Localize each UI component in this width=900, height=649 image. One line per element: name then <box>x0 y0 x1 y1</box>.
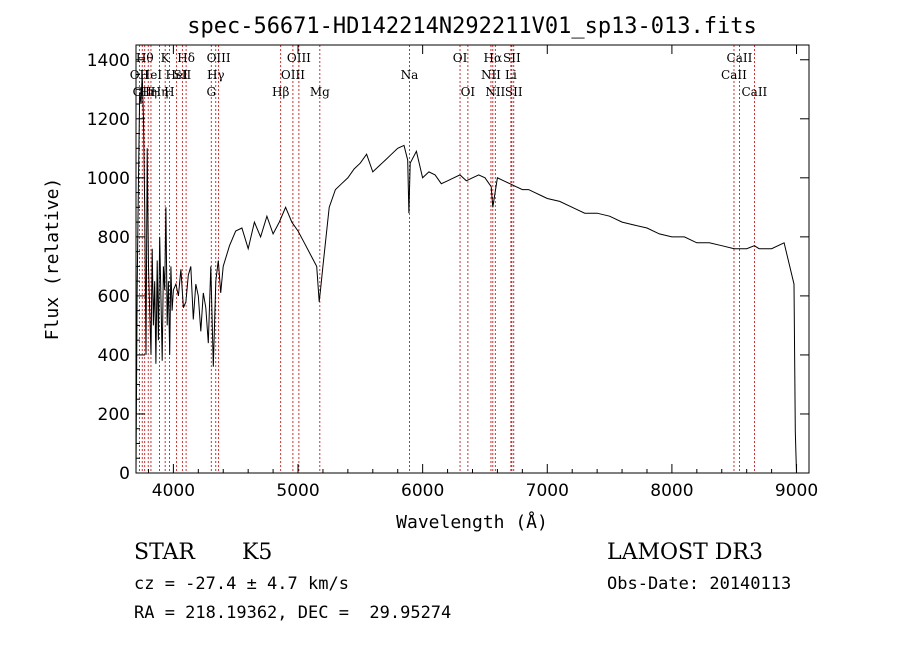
chart-title: spec-56671-HD142214N292211V01_sp13-013.f… <box>187 14 757 39</box>
spectral-line-label: CaII <box>721 68 747 82</box>
x-tick-label: 7000 <box>526 481 569 501</box>
observation-date: Obs-Date: 20140113 <box>607 574 792 594</box>
y-axis-label: Flux (relative) <box>42 178 63 341</box>
spectral-line-markers <box>138 45 755 473</box>
spectral-line-label: OI <box>461 85 476 99</box>
spectral-line-label: Na <box>401 68 419 82</box>
object-class: STAR <box>134 540 195 565</box>
x-tick-label: 9000 <box>775 481 818 501</box>
spectral-line-label: Hη <box>139 85 157 99</box>
spectral-line-label: CaII <box>727 51 753 65</box>
x-tick-label: 5000 <box>276 481 319 501</box>
spectral-line-label: Li <box>505 68 517 82</box>
spectral-line-label: HeI <box>165 68 188 82</box>
y-tick-label: 400 <box>98 346 130 366</box>
x-axis-label: Wavelength (Å) <box>396 511 548 533</box>
spectrum-series-line <box>135 74 797 474</box>
coordinates-readout: RA = 218.19362, DEC = 29.95274 <box>134 603 452 623</box>
spectral-line-label: SII <box>503 51 521 65</box>
spectral-line-label: Hα <box>484 51 503 65</box>
spectral-line-label: OI <box>453 51 468 65</box>
x-tick-label: 4000 <box>152 481 195 501</box>
spectral-line-label: Hβ <box>272 85 289 99</box>
y-tick-label: 1000 <box>87 169 130 189</box>
object-subclass: K5 <box>242 540 273 565</box>
y-tick-label: 200 <box>98 405 130 425</box>
spectral-line-label: NII <box>485 85 505 99</box>
x-tick-label: 8000 <box>650 481 693 501</box>
x-axis: 4000 5000 6000 7000 8000 9000 <box>147 45 818 501</box>
spectral-line-label: HeI <box>140 68 163 82</box>
spectral-line-label: Hη <box>151 85 169 99</box>
y-tick-label: 800 <box>98 228 130 248</box>
spectral-line-label: Hδ <box>177 51 195 65</box>
y-tick-label: 0 <box>119 464 130 484</box>
spectral-line-label: SII <box>174 68 192 82</box>
spectral-line-label: Hγ <box>207 68 225 82</box>
y-tick-label: 600 <box>98 287 130 307</box>
survey-name: LAMOST DR3 <box>607 540 763 565</box>
spectral-line-label: CaII <box>741 85 767 99</box>
spectral-line-labels: OIIOIIHθHηHeIHηKHHeISIIHδGHγOIIIHβOIIIOI… <box>130 51 768 99</box>
redshift-readout: cz = -27.4 ± 4.7 km/s <box>134 574 349 594</box>
spectral-line-label: K <box>161 51 171 65</box>
spectral-line-label: OIII <box>281 68 305 82</box>
y-tick-label: 1200 <box>87 110 130 130</box>
spectral-line-label: OIII <box>207 51 231 65</box>
y-tick-label: 1400 <box>87 51 130 71</box>
plot-frame <box>135 44 810 474</box>
spectral-line-label: Hθ <box>136 51 154 65</box>
spectral-line-label: H <box>164 85 174 99</box>
spectral-line-label: OIII <box>287 51 311 65</box>
spectral-line-label: SII <box>505 85 523 99</box>
spectral-line-label: G <box>206 85 216 99</box>
x-tick-label: 6000 <box>401 481 444 501</box>
spectral-line-label: NII <box>481 68 501 82</box>
y-axis: 0 200 400 600 800 1000 1200 1400 <box>87 44 809 484</box>
spectral-line-label: Mg <box>310 85 330 99</box>
